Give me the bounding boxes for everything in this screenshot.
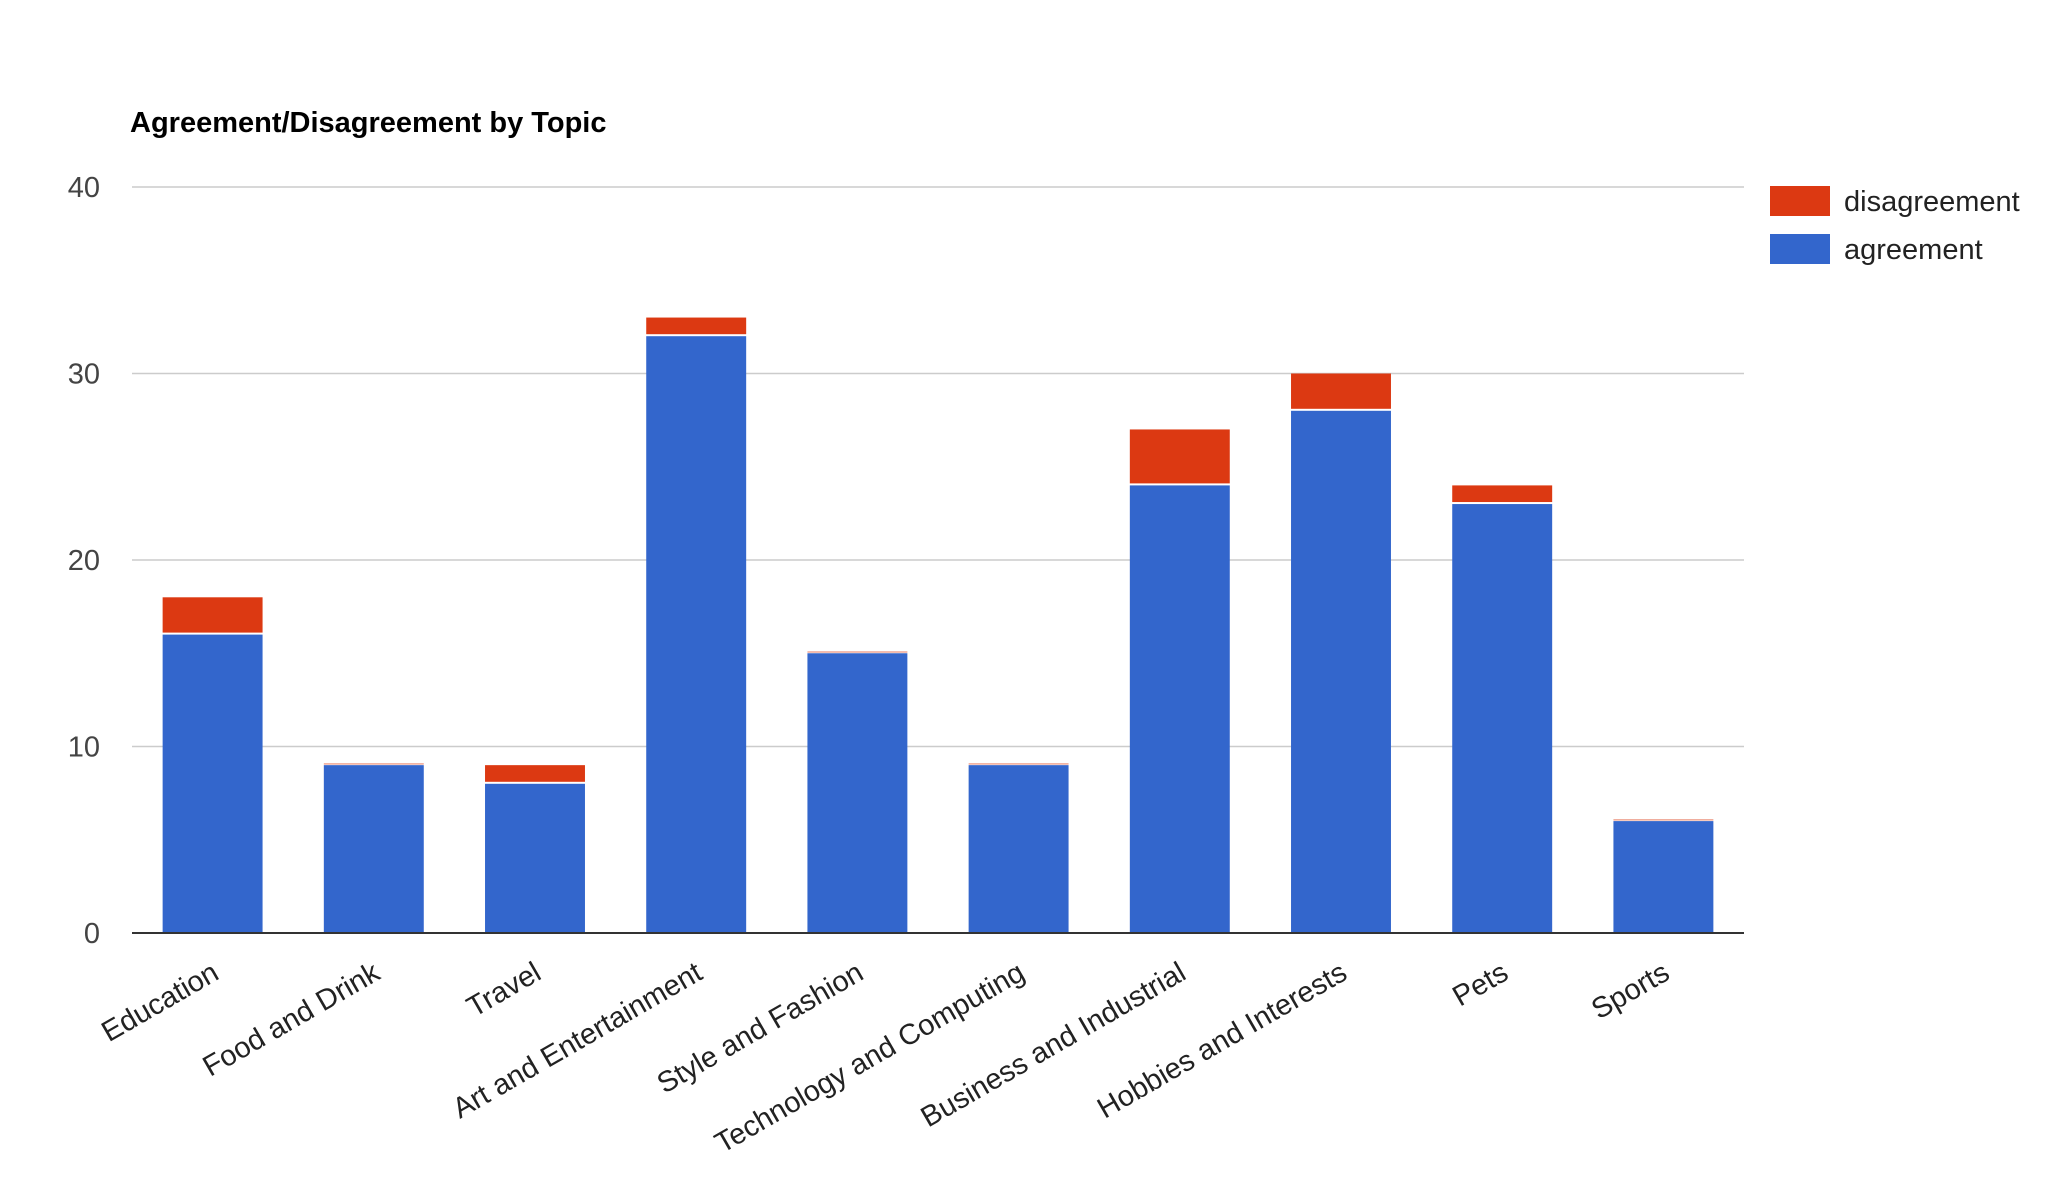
y-tick-label: 20 bbox=[68, 545, 100, 577]
x-tick-label: Pets bbox=[1447, 956, 1513, 1013]
bar-segment-disagreement bbox=[323, 763, 424, 765]
bar-segment-disagreement bbox=[1129, 429, 1230, 484]
bar-segment-agreement bbox=[1613, 821, 1714, 933]
y-axis-ticks: 0 10 20 30 40 bbox=[68, 172, 100, 950]
x-tick-label: Technology and Computing bbox=[710, 956, 1030, 1159]
bar-segment-agreement bbox=[968, 765, 1069, 933]
bar-segment-disagreement bbox=[646, 317, 747, 335]
y-tick-label: 40 bbox=[68, 172, 100, 204]
legend-swatch-disagreement bbox=[1770, 186, 1830, 216]
legend-label-disagreement: disagreement bbox=[1844, 186, 2020, 218]
bar-segment-agreement bbox=[162, 634, 263, 933]
x-tick-label: Sports bbox=[1586, 956, 1675, 1026]
bars bbox=[162, 317, 1714, 933]
bar-segment-agreement bbox=[1291, 410, 1391, 933]
chart-title: Agreement/Disagreement by Topic bbox=[130, 107, 606, 139]
x-tick-label: Travel bbox=[462, 956, 547, 1023]
x-tick-label: Food and Drink bbox=[198, 956, 386, 1083]
bar-segment-agreement bbox=[646, 336, 747, 933]
bar-segment-disagreement bbox=[485, 765, 585, 782]
legend-swatch-agreement bbox=[1770, 234, 1830, 264]
x-tick-label: Education bbox=[96, 956, 224, 1048]
bar-segment-disagreement bbox=[968, 763, 1069, 765]
bar-segment-disagreement bbox=[1613, 819, 1714, 821]
bar-segment-agreement bbox=[485, 783, 585, 933]
bar-segment-agreement bbox=[323, 765, 424, 933]
legend: disagreement agreement bbox=[1770, 186, 2020, 266]
bar-segment-agreement bbox=[807, 653, 908, 933]
legend-label-agreement: agreement bbox=[1844, 234, 1983, 266]
bar-segment-agreement bbox=[1452, 504, 1553, 933]
bar-segment-disagreement bbox=[1452, 485, 1553, 503]
y-tick-label: 0 bbox=[84, 918, 100, 950]
y-tick-label: 10 bbox=[68, 732, 100, 764]
bar-segment-disagreement bbox=[1291, 373, 1391, 409]
x-tick-label: Business and Industrial bbox=[916, 956, 1192, 1134]
bar-segment-agreement bbox=[1129, 485, 1230, 933]
bar-segment-disagreement bbox=[807, 651, 908, 653]
y-tick-label: 30 bbox=[68, 359, 100, 391]
bar-segment-disagreement bbox=[162, 597, 263, 633]
